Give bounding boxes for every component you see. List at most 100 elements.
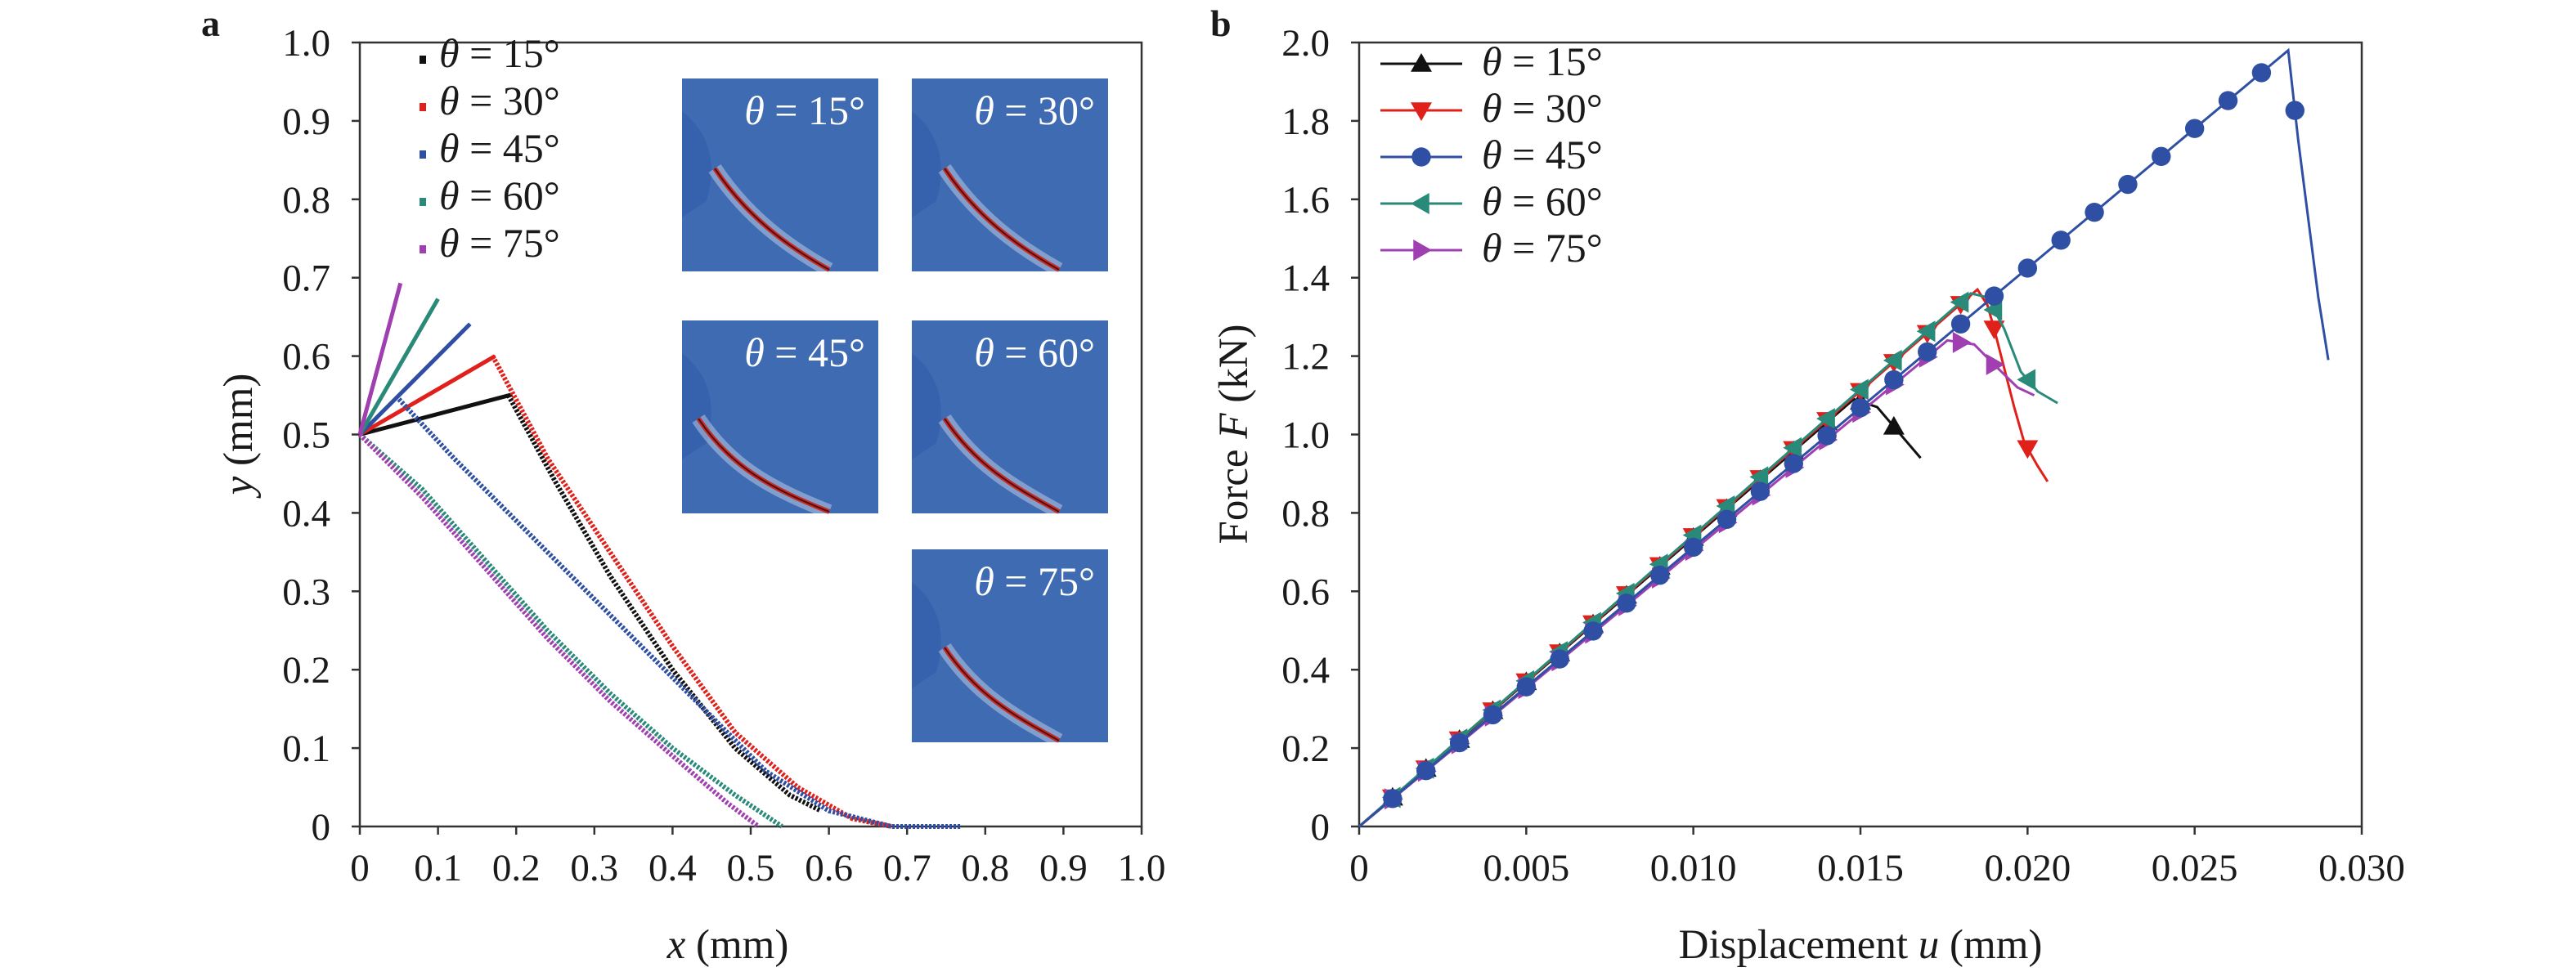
legend-swatch [420,56,426,64]
data-point-marker [1952,331,1972,353]
panel-b-y-tick-label: 2.0 [1281,22,1330,65]
panel-a-x-tick-label: 0.3 [570,847,618,889]
data-point-marker [1883,415,1905,435]
panel-b-legend: θ = 15°θ = 30°θ = 45°θ = 60°θ = 75° [1380,38,1603,271]
panel-a-y-tick-label: 0.3 [282,571,330,613]
legend-label-value: = 30° [1502,85,1603,131]
panel-a-x-tick-label: 0.7 [883,847,931,889]
panel-b-legend-item: θ = 75° [1380,225,1603,271]
panel-a-x-ticks: 0 0.1 0.2 0.3 0.4 0.5 0.6 0.7 0.8 0.9 1.0 [350,826,1165,889]
panel-a-y-tick-label: 0.4 [282,492,330,535]
legend-label: θ = 45° [1482,132,1603,177]
legend-label-value: = 45° [1502,132,1603,177]
data-point-marker [1850,378,1869,401]
data-point-marker [1817,426,1837,446]
panel-a-y-tick-label: 0 [312,806,331,849]
inset-label: θ = 45° [744,329,865,375]
panel-a-y-tick-label: 0.6 [282,336,330,378]
data-point-marker [1884,370,1904,390]
crack-core [944,168,1060,271]
data-point-marker [2285,101,2304,120]
data-point-marker [1984,286,2004,306]
data-point-marker [1683,537,1703,558]
data-point-marker [1750,482,1770,501]
legend-label-variable: θ [439,30,460,76]
panel-a-letter: a [201,2,220,44]
legend-label-value: = 15° [460,30,560,76]
inset-label: θ = 75° [974,558,1095,604]
panel-a-series [357,282,963,829]
data-point-marker [1516,677,1537,697]
panel-a-y-axis-unit: (mm) [216,374,262,477]
legend-label-variable: θ [439,220,460,266]
legend-swatch [420,103,426,111]
panel-a-y-axis-variable: y [216,476,262,499]
data-point-marker [1383,789,1402,809]
panel-a-legend-item: θ = 45° [420,125,560,171]
legend-label: θ = 30° [1482,85,1603,131]
simulation-inset: θ = 75° [912,549,1108,747]
panel-b-y-tick-label: 1.6 [1281,179,1330,222]
data-point-marker [1918,342,1937,362]
inset-label-variable: θ [974,87,994,133]
panel-a-y-tick-label: 0.9 [282,101,330,143]
legend-label-variable: θ [1482,85,1502,131]
data-point-marker [1983,320,2005,340]
inset-label-variable: θ [744,329,765,375]
inset-label-variable: θ [974,329,994,375]
panel-a-legend-item: θ = 75° [420,220,560,266]
data-point-marker [1950,291,1969,313]
legend-label-variable: θ [439,125,460,171]
data-point-marker [1883,349,1902,371]
crack-trajectory [358,432,783,829]
crack-trajectory [357,432,761,829]
data-point-marker [1411,102,1432,121]
notch-line [358,322,472,437]
panel-b-y-tick-label: 1.0 [1281,414,1330,457]
legend-label-variable: θ [1482,132,1502,177]
panel-a-series-45deg [358,322,963,829]
panel-b-x-tick-label: 0.010 [1650,847,1737,889]
data-point-marker [1816,408,1835,430]
panel-b-series-75deg [1358,331,2035,828]
data-point-marker [1950,314,1971,334]
panel-a-x-axis-unit: (mm) [685,922,788,968]
inset-label-value: = 45° [765,329,865,375]
data-point-marker [1413,240,1432,261]
legend-label-value: = 60° [460,172,560,218]
data-point-marker [1617,594,1636,613]
panel-b-y-tick-label: 0.8 [1281,492,1330,535]
legend-swatch [420,198,426,206]
panel-a-series-60deg [357,298,783,829]
data-point-marker [2085,202,2104,222]
notch-line [357,282,403,436]
data-point-marker [2118,174,2138,195]
data-point-marker [2251,63,2272,83]
legend-label: θ = 15° [1482,38,1603,84]
data-point-marker [1783,437,1802,459]
data-point-marker [1449,732,1470,753]
panel-b-x-axis-text: Displacement [1679,922,1919,968]
panel-a-x-tick-label: 0.9 [1039,847,1088,889]
panel-b-x-axis-variable: u [1919,922,1940,968]
notch-line [357,298,440,436]
data-point-marker [2017,369,2036,391]
legend-swatch [420,150,426,159]
panel-a: a 0 0.1 0.2 0.3 0.4 0.5 0.6 0.7 0.8 0.9 1.0 0 0.1 0.… [201,2,1165,968]
panel-a-x-tick-label: 0.2 [492,847,541,889]
legend-label-variable: θ [439,78,460,123]
panel-a-x-tick-label: 1.0 [1118,847,1166,889]
panel-b-y-ticks: 0 0.2 0.4 0.6 0.8 1.0 1.2 1.4 1.6 1.8 2.0 [1281,22,1359,849]
panel-a-x-tick-label: 0.4 [648,847,697,889]
data-point-marker [1650,565,1670,585]
legend-label: θ = 30° [439,78,560,123]
inset-label: θ = 15° [744,87,865,133]
inset-shade [912,111,941,217]
data-point-marker [2017,258,2038,278]
inset-label: θ = 60° [974,329,1095,375]
panel-b-x-tick-label: 0.015 [1817,847,1904,889]
panel-b-letter: b [1210,2,1232,44]
inset-background [682,320,878,513]
legend-label-value: = 75° [460,220,560,266]
legend-label: θ = 75° [439,220,560,266]
